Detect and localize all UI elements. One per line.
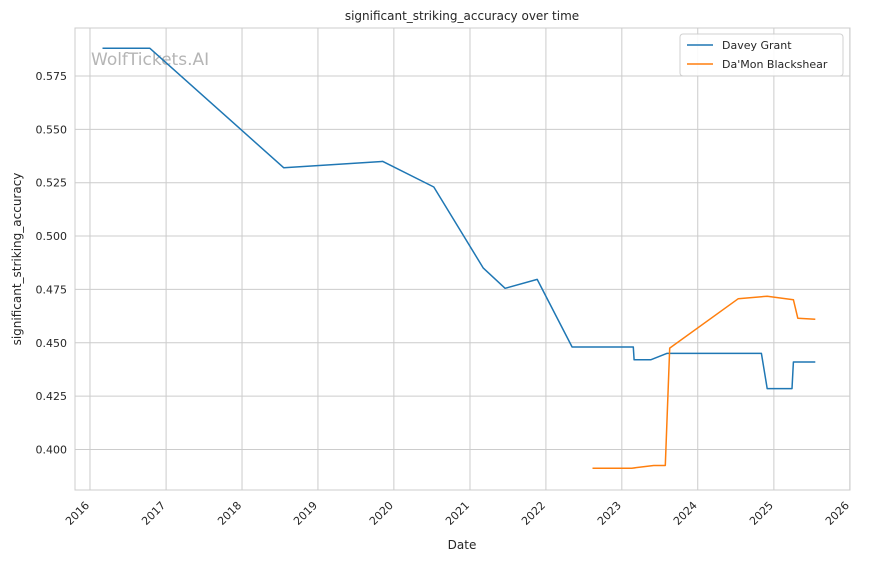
series-line-da-mon-blackshear <box>592 295 816 469</box>
y-axis-ticks: 0.400 0.425 0.450 0.475 0.500 0.525 0.550 0.575 <box>36 70 68 456</box>
watermark: WolfTickets.AI <box>91 50 209 70</box>
legend: Davey Grant Da'Mon Blackshear <box>679 33 844 77</box>
plot-area-frame <box>74 27 851 491</box>
y-tick-label: 0.425 <box>36 390 68 403</box>
x-axis-label: Date <box>448 538 477 552</box>
y-axis-label: significant_striking_accuracy <box>10 173 24 346</box>
series-lines <box>102 47 816 469</box>
y-tick-label: 0.550 <box>36 123 68 136</box>
series-line-davey-grant <box>102 47 816 390</box>
y-tick-label: 0.525 <box>36 177 68 190</box>
y-tick-label: 0.450 <box>36 337 68 350</box>
chart-title: significant_striking_accuracy over time <box>345 9 579 23</box>
legend-label-davey-grant: Davey Grant <box>722 39 792 52</box>
y-tick-label: 0.575 <box>36 70 68 83</box>
y-tick-label: 0.400 <box>36 443 68 456</box>
y-tick-label: 0.475 <box>36 283 68 296</box>
legend-label-damon-blackshear: Da'Mon Blackshear <box>722 58 828 71</box>
y-tick-label: 0.500 <box>36 230 68 243</box>
legend-box <box>679 33 844 77</box>
